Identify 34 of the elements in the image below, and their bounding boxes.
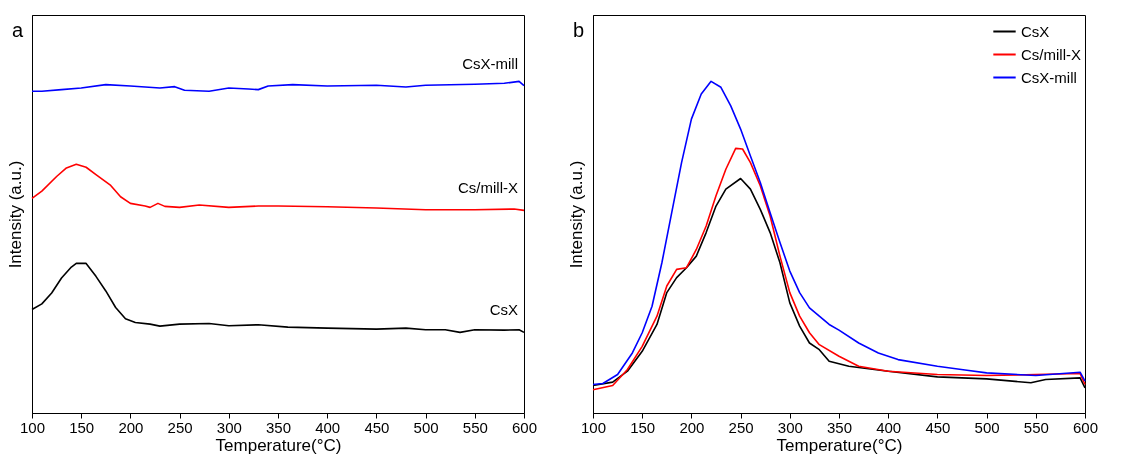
x-tick-label: 600	[1072, 418, 1099, 436]
legend-label: Cs/mill-X	[1021, 45, 1081, 63]
x-tick-label: 600	[511, 418, 538, 436]
x-tick-label: 350	[826, 418, 853, 436]
x-tick-label: 500	[974, 418, 1000, 436]
x-tick-label: 450	[364, 418, 390, 436]
series-label: CsX	[489, 301, 518, 319]
x-axis-title: Temperature(°C)	[776, 435, 903, 455]
series-label: CsX-mill	[462, 54, 518, 72]
chart-title: a	[12, 19, 24, 41]
x-tick-label: 400	[315, 418, 341, 436]
x-tick-label: 100	[580, 418, 607, 436]
y-axis-title: Intensity (a.u.)	[566, 160, 586, 269]
y-axis-title: Intensity (a.u.)	[5, 160, 25, 269]
x-tick-label: 350	[265, 418, 292, 436]
x-tick-label: 100	[19, 418, 46, 436]
x-tick-label: 250	[728, 418, 754, 436]
x-tick-label: 450	[925, 418, 951, 436]
legend-label: CsX	[1021, 22, 1050, 40]
x-tick-label: 300	[777, 418, 803, 436]
legend-label: CsX-mill	[1021, 68, 1077, 86]
x-tick-label: 200	[118, 418, 144, 436]
x-tick-label: 250	[167, 418, 193, 436]
chart-title: b	[573, 19, 585, 41]
x-tick-label: 150	[630, 418, 656, 436]
x-tick-label: 400	[876, 418, 902, 436]
x-tick-label: 550	[1023, 418, 1049, 436]
x-axis-title: Temperature(°C)	[215, 435, 342, 455]
x-tick-label: 500	[413, 418, 439, 436]
x-tick-label: 550	[462, 418, 488, 436]
x-tick-label: 150	[69, 418, 95, 436]
x-tick-label: 300	[216, 418, 242, 436]
x-tick-label: 200	[679, 418, 705, 436]
series-label: Cs/mill-X	[458, 179, 518, 197]
